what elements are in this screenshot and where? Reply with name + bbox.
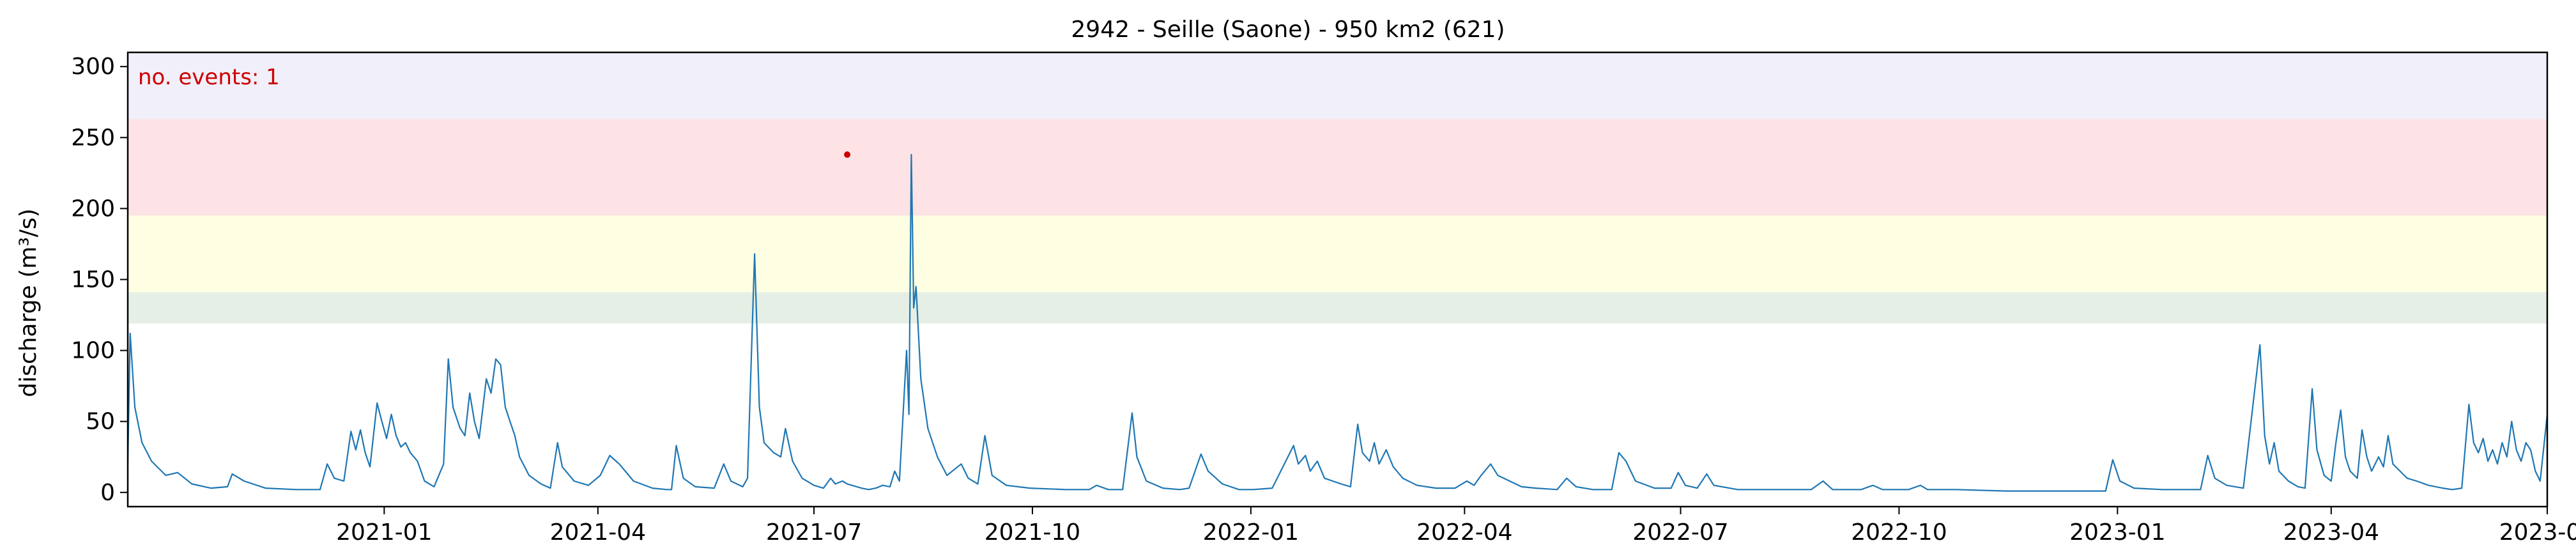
y-axis: 0 50 100 150 200 250 300	[71, 54, 128, 506]
x-tick-label: 2023-07	[2499, 519, 2576, 546]
x-tick-label: 2023-01	[2069, 519, 2165, 546]
y-tick-label: 300	[71, 54, 115, 80]
y-tick-label: 250	[71, 125, 115, 151]
series-layer	[126, 153, 2549, 492]
y-tick-label: 50	[86, 409, 115, 435]
y-tick-label: 150	[71, 267, 115, 293]
y-axis-label: discharge (m³/s)	[15, 208, 42, 397]
threshold-band-2	[128, 215, 2547, 293]
x-tick-label: 2021-07	[766, 519, 862, 546]
discharge-series-line	[126, 153, 2549, 492]
x-tick-label: 2022-07	[1632, 519, 1728, 546]
x-tick-label: 2021-10	[985, 519, 1080, 546]
x-tick-label: 2022-04	[1416, 519, 1512, 546]
y-tick-label: 100	[71, 338, 115, 364]
x-tick-label: 2021-04	[550, 519, 646, 546]
x-tick-label: 2023-04	[2283, 519, 2379, 546]
threshold-bands	[128, 52, 2547, 324]
event-markers	[844, 151, 851, 158]
x-axis: 2021-01 2021-04 2021-07 2021-10 2022-01 2022-…	[336, 507, 2576, 546]
y-tick-label: 200	[71, 195, 115, 222]
event-marker-1	[844, 151, 851, 158]
chart-title: 2942 - Seille (Saone) - 950 km2 (621)	[1071, 17, 1505, 43]
y-tick-label: 0	[100, 480, 115, 506]
x-tick-label: 2022-01	[1203, 519, 1299, 546]
threshold-band-3	[128, 119, 2547, 216]
x-tick-label: 2022-10	[1851, 519, 1947, 546]
threshold-band-4	[128, 52, 2547, 119]
threshold-band-1	[128, 292, 2547, 324]
x-tick-label: 2021-01	[336, 519, 432, 546]
events-count-annotation: no. events: 1	[138, 65, 280, 90]
